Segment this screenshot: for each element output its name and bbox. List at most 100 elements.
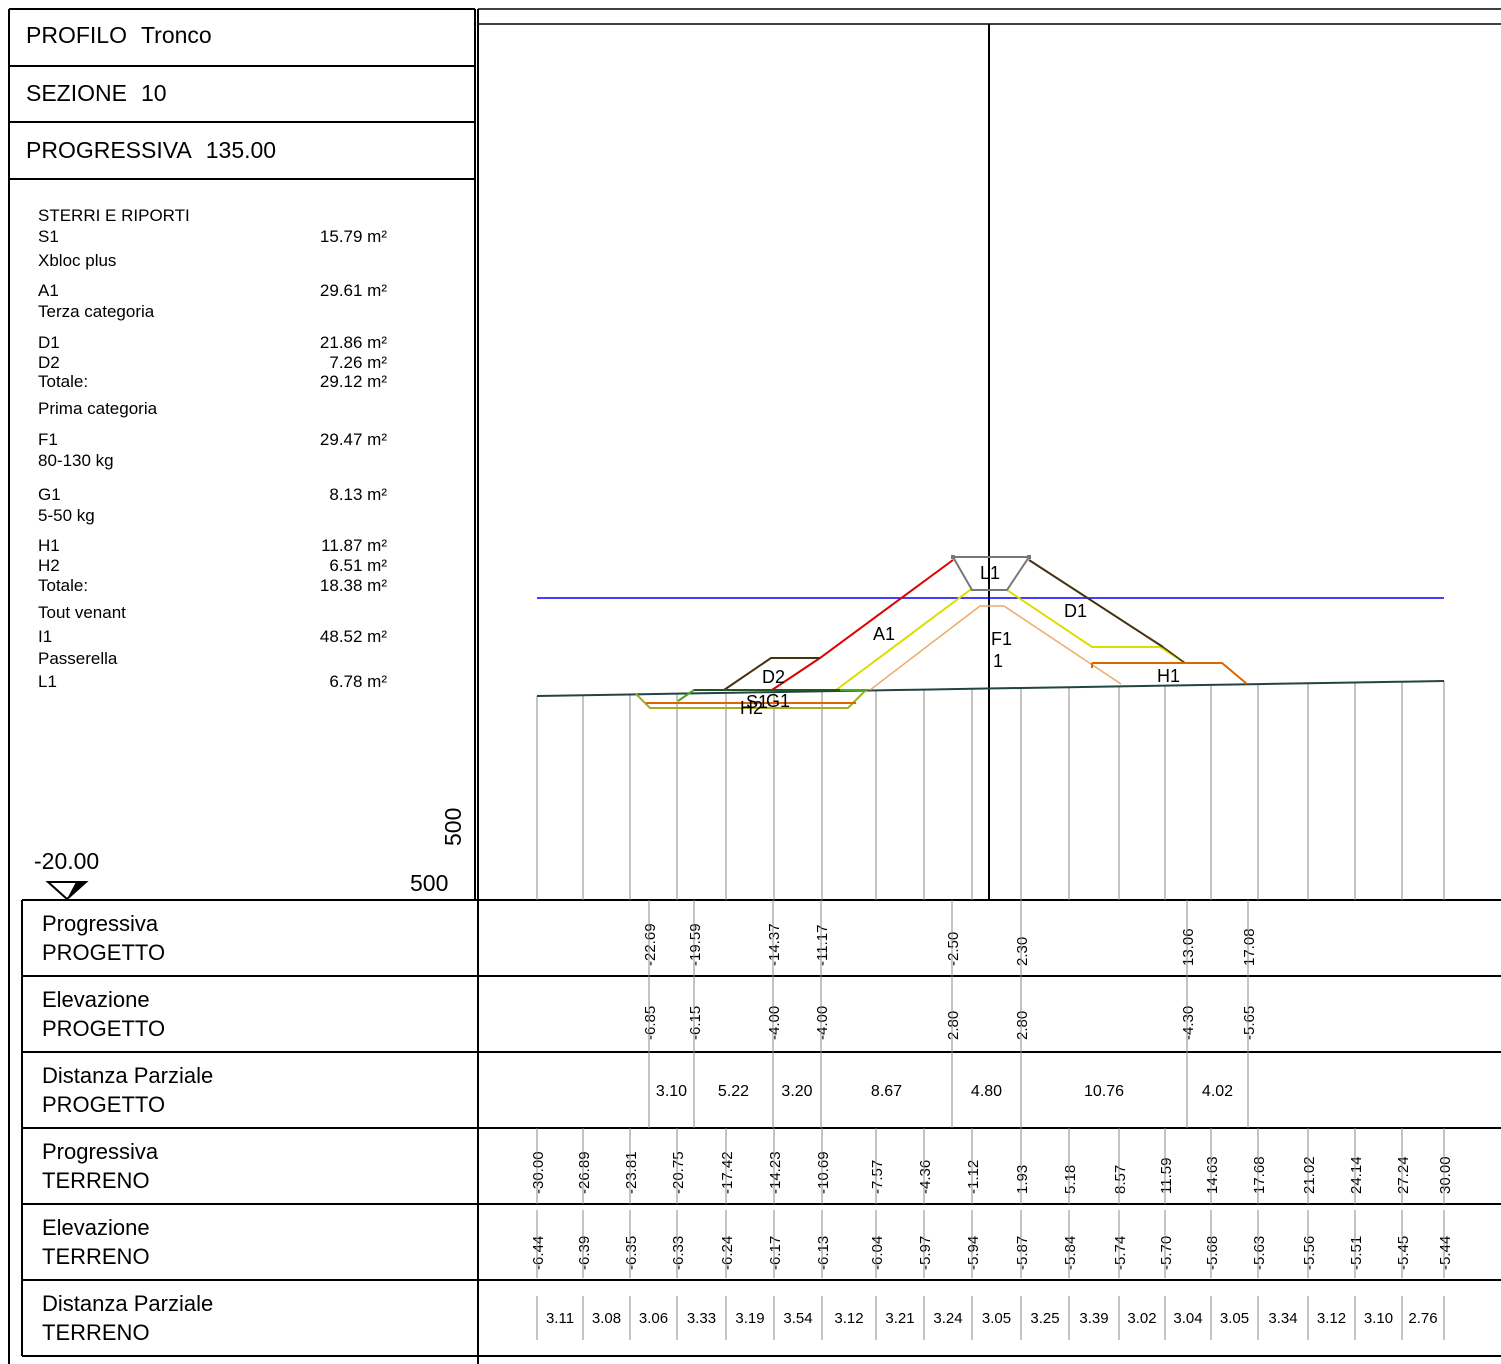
elevazione-terreno-value: -5.44	[1437, 1236, 1454, 1270]
volume-name: Terza categoria	[38, 302, 155, 321]
layer-label: L1	[980, 563, 1000, 583]
volume-name: Tout venant	[38, 603, 126, 622]
elevazione-terreno-value: -5.84	[1062, 1236, 1079, 1270]
sezione-label: SEZIONE	[26, 80, 127, 106]
distanza-terreno-value: 3.25	[1030, 1310, 1059, 1327]
volume-name: L1	[38, 672, 57, 691]
profilo-label: PROFILO	[26, 22, 127, 48]
volume-name: A1	[38, 281, 59, 300]
volume-name: 80-130 kg	[38, 451, 114, 470]
row-label-line2: PROGETTO	[42, 1016, 166, 1041]
distanza-progetto-value: 10.76	[1084, 1083, 1124, 1100]
progressiva-terreno-value: -26.89	[576, 1151, 593, 1194]
volume-value: 29.47 m²	[319, 430, 387, 449]
progressiva-progetto-value: -14.37	[766, 923, 783, 966]
elevazione-terreno-value: -6.13	[815, 1236, 832, 1270]
row-label-line1: Progressiva	[42, 1139, 159, 1164]
elevazione-terreno-value: -5.94	[965, 1236, 982, 1270]
volume-name: H1	[38, 536, 60, 555]
elevazione-progetto-value: -4.00	[766, 1006, 783, 1040]
distanza-progetto-value: 4.02	[1202, 1083, 1233, 1100]
progressiva-terreno-value: -10.69	[815, 1151, 832, 1194]
table-values: -22.69 -19.59 -14.37 -11.17 -2.50 2.30 13.06 17…	[530, 906, 1454, 1340]
progressiva-progetto-value: -2.50	[945, 932, 962, 966]
H2-outline	[635, 689, 867, 709]
volume-value: 7.26 m²	[329, 353, 387, 372]
progressiva-progetto-value: 2.30	[1014, 937, 1031, 966]
volume-name: Prima categoria	[38, 399, 158, 418]
elevazione-progetto-value: -5.65	[1241, 1006, 1258, 1040]
passerella-node	[951, 555, 955, 559]
layer-label: F1	[991, 629, 1012, 649]
volume-name: Passerella	[38, 649, 118, 668]
passerella-L1	[952, 556, 1031, 591]
progressiva-terreno-value: 5.18	[1062, 1165, 1079, 1194]
elevazione-terreno-value: -6.39	[576, 1236, 593, 1270]
progressiva-progetto-value: -11.17	[814, 925, 831, 966]
datum-elevation: -20.00	[34, 848, 100, 874]
progressiva-terreno-value: 21.02	[1301, 1156, 1318, 1194]
terrain-line	[536, 680, 1445, 697]
layer-label: H1	[1157, 666, 1180, 686]
distanza-terreno-value: 3.05	[1220, 1310, 1249, 1327]
elevazione-terreno-value: -5.74	[1112, 1236, 1129, 1270]
volume-value: 21.86 m²	[319, 333, 387, 352]
volume-name: H2	[38, 556, 60, 575]
distanza-terreno-value: 3.10	[1364, 1310, 1393, 1327]
elevazione-progetto-value: -4.30	[1180, 1006, 1197, 1040]
volume-name: Totale:	[38, 372, 89, 391]
progressiva-terreno-value: 8.57	[1112, 1165, 1129, 1194]
elevazione-terreno-value: -6.35	[623, 1236, 640, 1270]
table-row-label: Distanza Parziale PROGETTO	[42, 1061, 213, 1119]
row-label-line1: Distanza Parziale	[42, 1291, 214, 1316]
progressiva-terreno-value: 30.00	[1437, 1156, 1454, 1194]
progressiva-progetto-value: -19.59	[687, 923, 704, 966]
volume-value: 6.51 m²	[329, 556, 387, 575]
elevazione-terreno-value: -6.04	[869, 1236, 886, 1270]
distanza-terreno-value: 3.19	[735, 1310, 764, 1327]
volume-value: 6.78 m²	[329, 672, 387, 691]
filter-F1-outline	[835, 589, 1186, 691]
distanza-terreno-value: 3.34	[1268, 1310, 1297, 1327]
progressiva-terreno-value: 27.24	[1395, 1156, 1412, 1194]
distanza-terreno-value: 3.33	[687, 1310, 716, 1327]
progressiva-terreno-value: -7.57	[869, 1160, 886, 1194]
row-label-line2: TERRENO	[42, 1320, 150, 1345]
elevazione-progetto-value: -6.85	[642, 1006, 659, 1040]
layer-label: H2	[740, 698, 763, 718]
progressiva-terreno-value: -30.00	[530, 1151, 547, 1194]
progressiva-terreno-value: 24.14	[1348, 1156, 1365, 1194]
progressiva-terreno-value: -23.81	[623, 1151, 640, 1194]
D2-outline	[723, 657, 820, 691]
distanza-terreno-value: 3.08	[592, 1310, 621, 1327]
progressiva-terreno-value: -20.75	[670, 1151, 687, 1194]
passerella-node	[1027, 555, 1031, 559]
distanza-terreno-value: 3.04	[1173, 1310, 1202, 1327]
volume-name: G1	[38, 485, 61, 504]
progressiva-terreno-value: 14.63	[1204, 1156, 1221, 1194]
datum-triangle-fill	[67, 882, 86, 899]
distanza-progetto-value: 3.20	[781, 1083, 812, 1100]
sezione-value: 10	[140, 80, 167, 106]
elevazione-progetto-value: 2.80	[1014, 1011, 1031, 1040]
table-row-label: Distanza Parziale TERRENO	[42, 1289, 213, 1347]
volume-name: Totale:	[38, 576, 89, 595]
layer-label: 1	[993, 651, 1003, 671]
elevazione-progetto-value: -6.15	[687, 1006, 704, 1040]
layer-label: S1	[746, 692, 768, 712]
distanza-terreno-value: 3.05	[982, 1310, 1011, 1327]
progressiva-terreno-value: 11.59	[1158, 1158, 1175, 1194]
volume-name: F1	[38, 430, 58, 449]
row-label-line2: PROGETTO	[42, 1092, 166, 1117]
volume-value: 15.79 m²	[319, 227, 387, 246]
distanza-terreno-value: 3.21	[885, 1310, 914, 1327]
distanza-terreno-value: 3.12	[834, 1310, 863, 1327]
frame-lines	[8, 8, 1501, 1364]
volume-value: 48.52 m²	[319, 627, 387, 646]
elevazione-terreno-value: -6.44	[530, 1236, 547, 1270]
row-label-line1: Elevazione	[42, 1215, 150, 1240]
progressiva-terreno-value: 1.93	[1014, 1165, 1031, 1194]
volume-name: D1	[38, 333, 60, 352]
